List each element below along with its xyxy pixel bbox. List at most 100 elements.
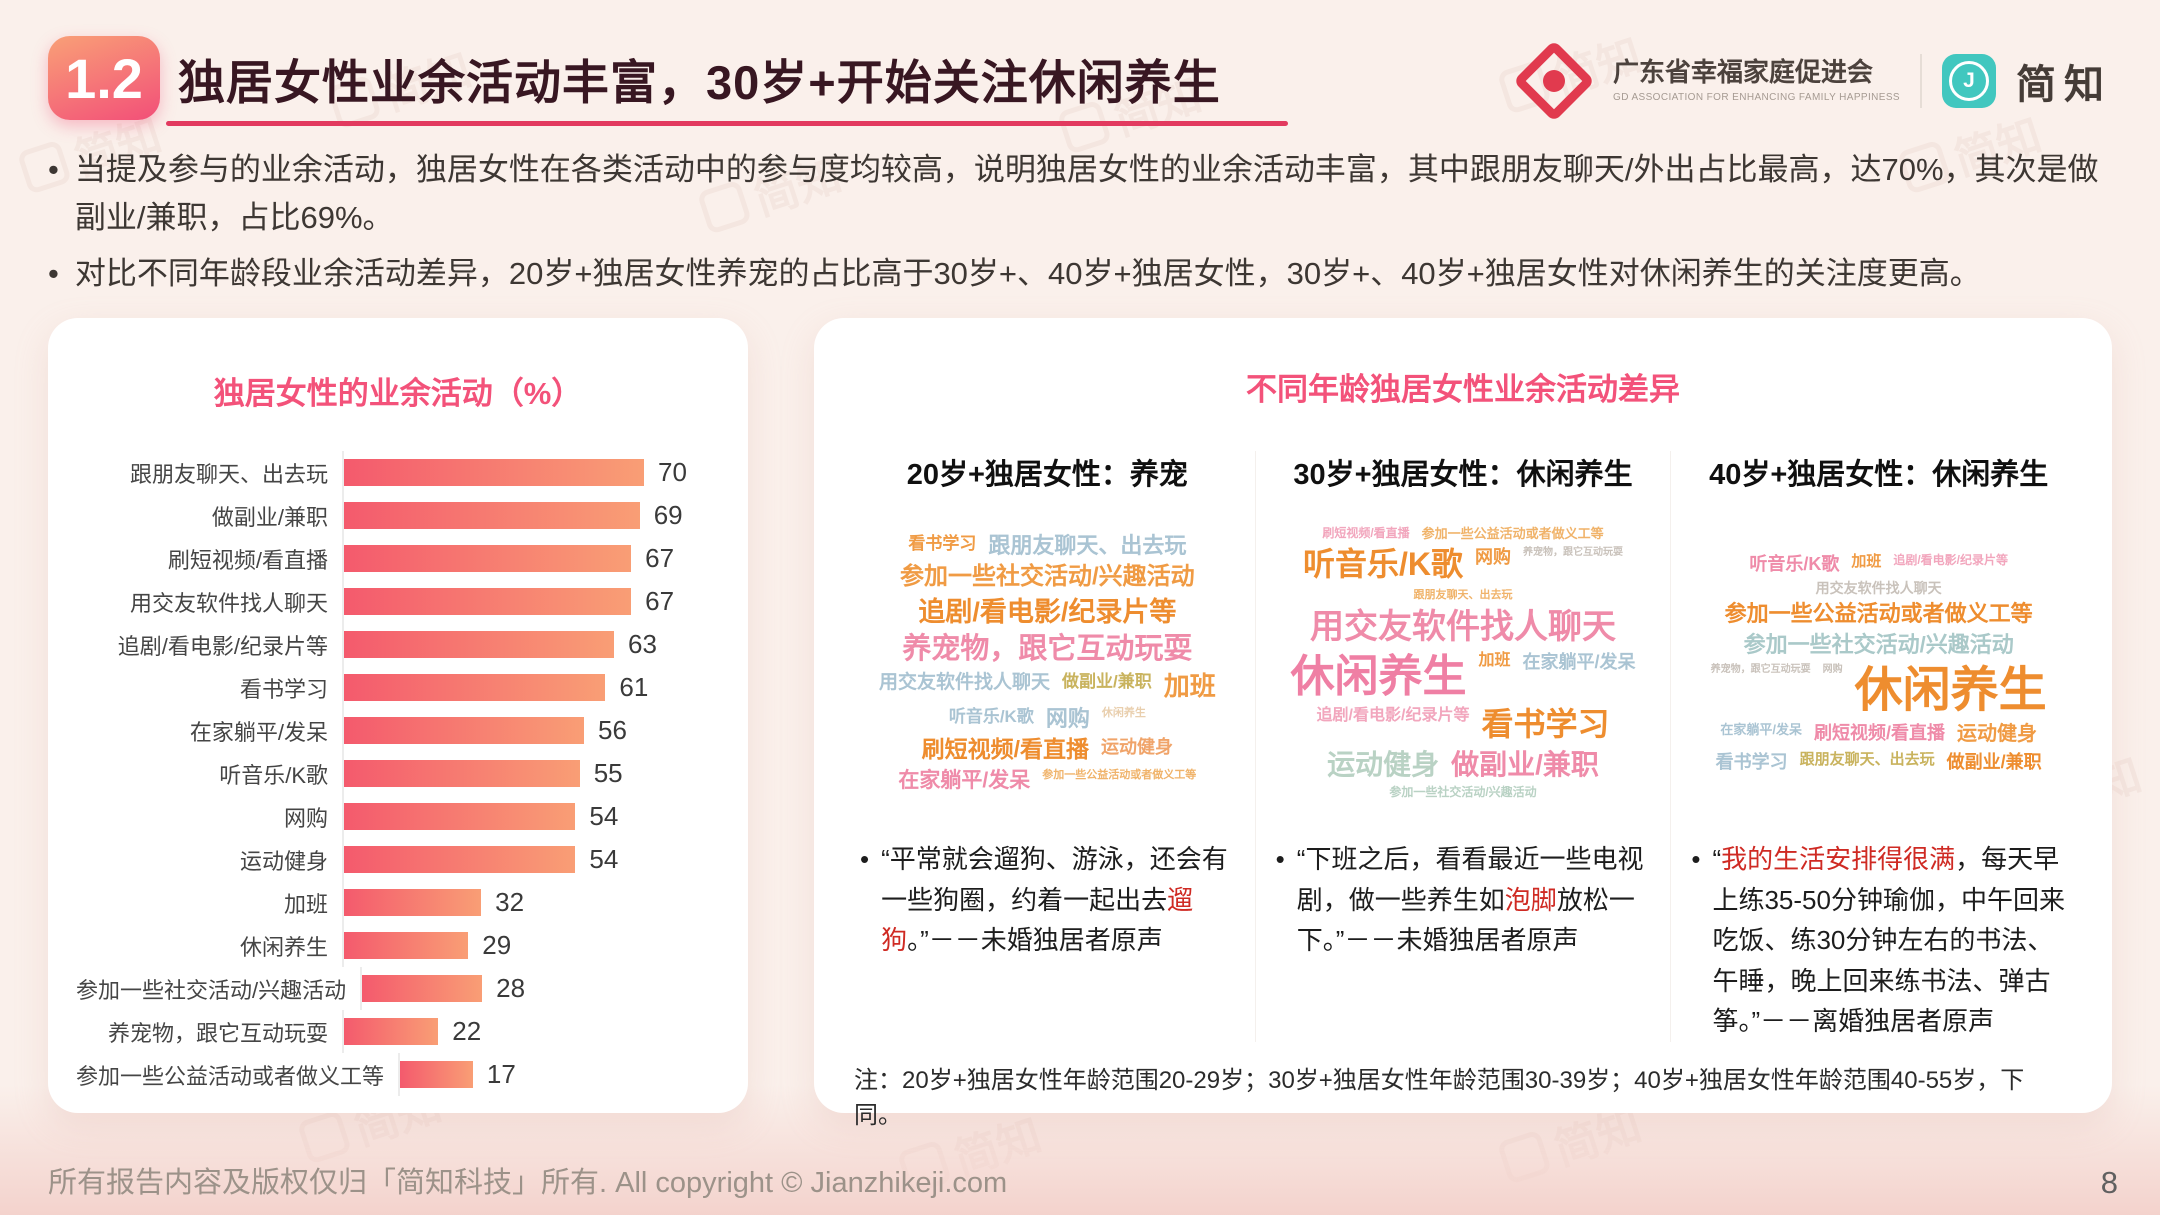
chart-category-label: 参加一些社交活动/兴趣活动 [76, 977, 347, 1003]
page-number: 8 [2100, 1165, 2118, 1200]
quote-block: • “我的生活安排得很满，每天早上练35-50分钟瑜伽，中午回来吃饭、练30分钟… [1691, 839, 2066, 1042]
cloud-word: 运动健身 [1957, 723, 2037, 746]
chart-category-label: 在家躺平/发呆 [189, 719, 328, 745]
chart-value-label: 17 [486, 1059, 516, 1090]
chart-row: 参加一些公益活动或者做义工等 17 [76, 1053, 720, 1097]
logo-divider [1920, 54, 1922, 108]
bar-chart-card: 独居女性的业余活动（%） 跟朋友聊天、出去玩 70 做副业/兼职 69 刷短视频/看直播… [48, 318, 748, 1114]
chart-bar-track: 70 [342, 451, 720, 495]
age-column-header: 20岁+独居女性：养宠 [906, 459, 1188, 492]
logo-group: 广东省幸福家庭促进会 GD ASSOCIATION FOR ENHANCING … [1513, 39, 2112, 123]
chart-value-label: 70 [658, 457, 687, 488]
cloud-word: 听音乐/K歌 [948, 706, 1034, 726]
chart-bar [344, 545, 632, 573]
chart-value-label: 61 [619, 672, 649, 703]
chart-category-label: 跟朋友聊天、出去玩 [129, 461, 328, 487]
section-number-badge: 1.2 [48, 36, 160, 120]
quote-highlight: 泡脚 [1504, 884, 1557, 915]
quote-highlight: 遛狗 [881, 884, 1194, 956]
chart-value-label: 32 [495, 887, 525, 918]
chart-title: 独居女性的业余活动（%） [213, 376, 583, 412]
cloud-word: 刷短视频/看直播 [921, 736, 1090, 763]
quote-segment: ，每天早上练35-50分钟瑜伽，中午回来吃饭、练30分钟左右的书法、午睡，晚上回… [1712, 844, 2065, 1037]
cloud-word: 参加一些社交活动/兴趣活动 [1743, 631, 2014, 657]
age-column-header: 30岁+独居女性：休闲养生 [1293, 459, 1633, 492]
chart-bar-track: 56 [342, 709, 720, 753]
jianzhi-logo-icon: J [1942, 54, 1996, 108]
chart-bar-track: 54 [342, 795, 720, 839]
chart-category-label: 养宠物，跟它互动玩耍 [107, 1020, 328, 1046]
word-cloud-card: 不同年龄独居女性业余活动差异 20岁+独居女性：养宠 看书学习 跟朋友聊天、出去玩… [814, 318, 2112, 1129]
chart-row: 追剧/看电影/纪录片等 63 [76, 623, 720, 667]
copyright-text: 所有报告内容及版权仅归「简知科技」所有. All copyright © Jia… [48, 1167, 1008, 1199]
chart-bar-track: 61 [342, 666, 720, 710]
chart-bar-track: 67 [342, 537, 720, 581]
chart-bar [344, 674, 606, 702]
bullet-item: • 对比不同年龄段业余活动差异，20岁+独居女性养宠的占比高于30岁+、40岁+… [48, 250, 2112, 298]
summary-bullets: • 当提及参与的业余活动，独居女性在各类活动中的参与度均较高，说明独居女性的业余… [48, 146, 2112, 298]
cloud-word: 追剧/看电影/纪录片等 [918, 597, 1177, 628]
quote-text: “我的生活安排得很满，每天早上练35-50分钟瑜伽，中午回来吃饭、练30分钟左右… [1712, 839, 2066, 1042]
bullet-text: 对比不同年龄段业余活动差异，20岁+独居女性养宠的占比高于30岁+、40岁+独居… [74, 256, 1981, 292]
chart-value-label: 28 [496, 973, 526, 1004]
cloud-word: 刷短视频/看直播 [1813, 723, 1945, 744]
chart-category-label: 听音乐/K歌 [219, 762, 328, 788]
chart-bar [344, 889, 482, 917]
bullet-text: 当提及参与的业余活动，独居女性在各类活动中的参与度均较高，说明独居女性的业余活动… [74, 152, 2099, 236]
chart-row: 网购 54 [76, 795, 720, 839]
chart-value-label: 56 [598, 715, 627, 746]
bar-chart: 跟朋友聊天、出去玩 70 做副业/兼职 69 刷短视频/看直播 67 用交友软件找人聊天 67… [76, 451, 720, 1097]
cloud-word: 跟朋友聊天、出去玩 [1799, 750, 1935, 768]
cloud-word: 听音乐/K歌 [1303, 546, 1464, 583]
chart-row: 听音乐/K歌 55 [76, 752, 720, 796]
cloud-word: 参加一些公益活动或者做义工等 [1042, 769, 1197, 782]
chart-bar [344, 1018, 439, 1046]
quote-segment: “下班之后，看看最近一些电视剧，做一些养生如 [1296, 844, 1644, 915]
chart-row: 运动健身 54 [76, 838, 720, 882]
cloud-word: 参加一些社交活动/兴趣活动 [1389, 785, 1537, 800]
chart-bar-track: 69 [342, 494, 720, 538]
quote-segment: “ [1712, 844, 1722, 875]
chart-value-label: 67 [645, 586, 675, 617]
chart-bar-track: 63 [342, 623, 720, 667]
jianzhi-brand-name: 简知 [2016, 63, 2112, 107]
cloud-word: 在家躺平/发呆 [1720, 722, 1802, 738]
page-header: 1.2 独居女性业余活动丰富，30岁+开始关注休闲养生 广东省幸福家庭促进会 G… [0, 0, 2160, 126]
quote-highlight: 我的生活安排得很满 [1721, 844, 1956, 875]
bullet-dot: • [48, 152, 59, 187]
quote-block: • “平常就会遛狗、游泳，还会有一些狗圈，约着一起出去遛狗。”－－未婚独居者原声 [860, 839, 1235, 961]
chart-category-label: 刷短视频/看直播 [167, 547, 328, 573]
bullet-dot: • [860, 844, 870, 875]
chart-row: 养宠物，跟它互动玩耍 22 [76, 1010, 720, 1054]
chart-row: 加班 32 [76, 881, 720, 925]
cloud-word: 在家躺平/发呆 [1522, 651, 1636, 672]
chart-bar [344, 760, 580, 788]
cloud-word: 看书学习 [1715, 751, 1788, 772]
chart-category-label: 运动健身 [239, 848, 328, 874]
chart-value-label: 54 [589, 801, 619, 832]
quote-text: “平常就会遛狗、游泳，还会有一些狗圈，约着一起出去遛狗。”－－未婚独居者原声 [881, 839, 1235, 961]
cloud-word: 休闲养生 [1101, 706, 1146, 719]
chart-bar-track: 67 [342, 580, 720, 624]
cloud-word: 参加一些社交活动/兴趣活动 [900, 563, 1195, 591]
age-column-40s: 40岁+独居女性：休闲养生 听音乐/K歌 加班 追剧/看电影/纪录片等 用交友软件找人… [1670, 451, 2086, 1042]
chart-row: 跟朋友聊天、出去玩 70 [76, 451, 720, 495]
cloud-word: 跟朋友聊天、出去玩 [988, 532, 1187, 558]
cloud-word: 追剧/看电影/纪录片等 [1316, 706, 1470, 724]
cloud-word: 看书学习 [1481, 705, 1610, 742]
chart-value-label: 55 [593, 758, 623, 789]
chart-row: 休闲养生 29 [76, 924, 720, 968]
chart-bar-track: 32 [342, 881, 720, 925]
association-name: 广东省幸福家庭促进会 [1613, 57, 1874, 88]
chart-row: 刷短视频/看直播 67 [76, 537, 720, 581]
cloud-word: 养宠物，跟它互动玩耍 [1523, 547, 1624, 559]
chart-row: 看书学习 61 [76, 666, 720, 710]
chart-bar-track: 55 [342, 752, 720, 796]
chart-bar [362, 975, 483, 1003]
cloud-word: 做副业/兼职 [1451, 748, 1599, 780]
cloud-word: 做副业/兼职 [1946, 751, 2042, 772]
chart-category-label: 网购 [283, 805, 328, 831]
bullet-item: • 当提及参与的业余活动，独居女性在各类活动中的参与度均较高，说明独居女性的业余… [48, 146, 2112, 242]
quote-segment: “平常就会遛狗、游泳，还会有一些狗圈，约着一起出去 [881, 844, 1228, 915]
cloud-word: 养宠物，跟它互动玩耍 [1710, 663, 1811, 675]
